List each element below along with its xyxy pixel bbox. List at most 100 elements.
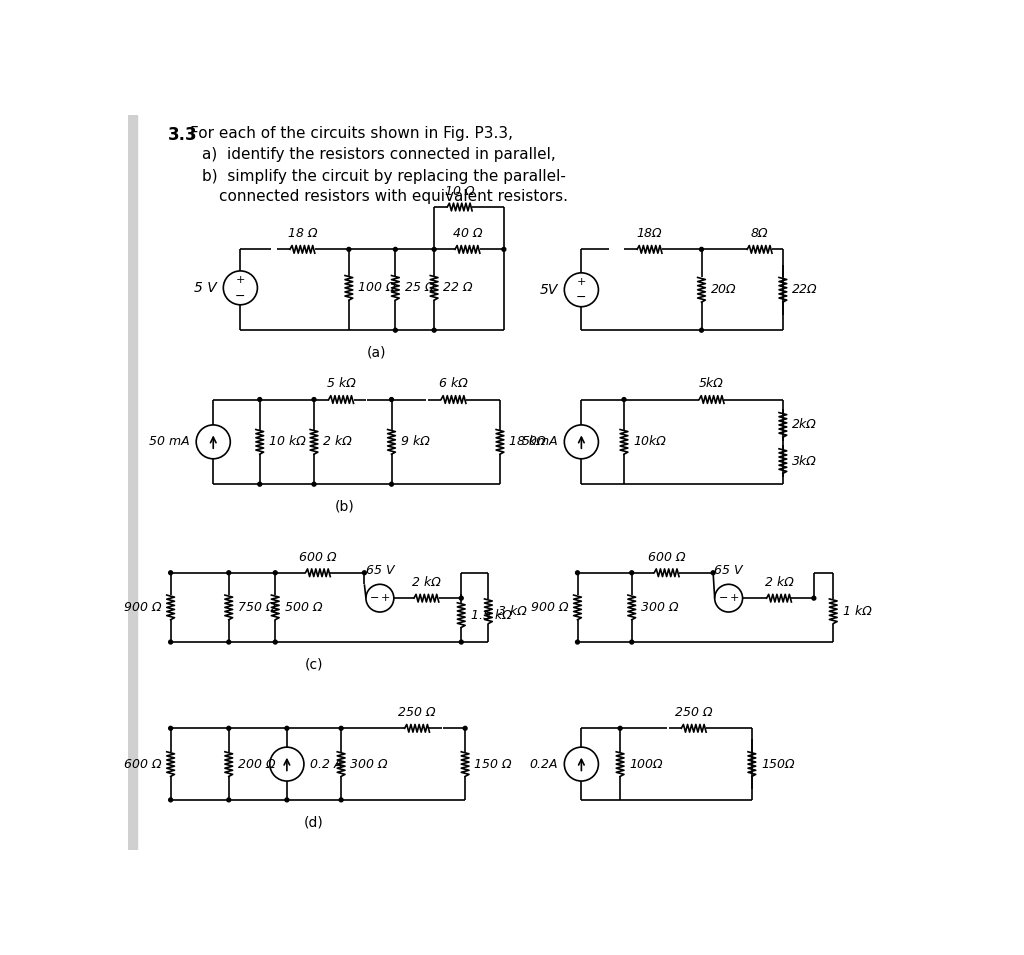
Text: 10 Ω: 10 Ω — [445, 184, 474, 198]
Text: 150Ω: 150Ω — [761, 757, 795, 771]
Bar — [128, 115, 137, 850]
Circle shape — [699, 329, 703, 332]
Circle shape — [432, 329, 436, 332]
Circle shape — [362, 571, 367, 575]
Text: 65 V: 65 V — [366, 563, 394, 577]
Text: 18Ω: 18Ω — [637, 227, 663, 240]
Circle shape — [812, 596, 816, 600]
Circle shape — [575, 640, 580, 644]
Text: 10kΩ: 10kΩ — [633, 435, 666, 448]
Circle shape — [169, 798, 173, 802]
Circle shape — [432, 247, 436, 251]
Text: 6 kΩ: 6 kΩ — [439, 377, 468, 391]
Circle shape — [393, 329, 397, 332]
Text: connected resistors with equivalent resistors.: connected resistors with equivalent resi… — [219, 189, 568, 204]
Text: 600 Ω: 600 Ω — [299, 550, 337, 563]
Text: 100 Ω: 100 Ω — [358, 282, 395, 294]
Circle shape — [699, 247, 703, 251]
Text: 0.2 A: 0.2 A — [310, 757, 343, 771]
Text: (d): (d) — [304, 816, 324, 829]
Text: b)  simplify the circuit by replacing the parallel-: b) simplify the circuit by replacing the… — [202, 168, 565, 183]
Text: 40 Ω: 40 Ω — [453, 227, 482, 240]
Text: −: − — [236, 289, 246, 303]
Circle shape — [630, 571, 634, 575]
Text: 5V: 5V — [540, 283, 558, 297]
Circle shape — [169, 571, 173, 575]
Text: 300 Ω: 300 Ω — [641, 601, 679, 614]
Text: 20Ω: 20Ω — [711, 284, 736, 296]
Circle shape — [226, 640, 230, 644]
Text: 900 Ω: 900 Ω — [530, 601, 568, 614]
Text: 2 kΩ: 2 kΩ — [765, 576, 794, 589]
Text: 3 kΩ: 3 kΩ — [498, 605, 526, 618]
Text: 22 Ω: 22 Ω — [443, 282, 473, 294]
FancyBboxPatch shape — [137, 118, 904, 827]
Circle shape — [312, 397, 316, 401]
Text: 150 Ω: 150 Ω — [474, 757, 512, 771]
Text: a)  identify the resistors connected in parallel,: a) identify the resistors connected in p… — [202, 147, 555, 162]
Circle shape — [575, 571, 580, 575]
Circle shape — [226, 727, 230, 731]
Circle shape — [630, 640, 634, 644]
Text: −: − — [577, 291, 587, 305]
Circle shape — [618, 727, 622, 731]
Text: 22Ω: 22Ω — [793, 284, 818, 296]
Circle shape — [258, 482, 262, 486]
Text: 18 kΩ: 18 kΩ — [509, 435, 546, 448]
Text: 8Ω: 8Ω — [751, 227, 768, 240]
Text: +: + — [577, 277, 586, 286]
Text: 100Ω: 100Ω — [630, 757, 663, 771]
Text: 1 kΩ: 1 kΩ — [843, 605, 871, 618]
Text: 2kΩ: 2kΩ — [793, 418, 817, 432]
Circle shape — [622, 397, 626, 401]
Circle shape — [273, 571, 278, 575]
Text: 1.5 kΩ: 1.5 kΩ — [471, 608, 511, 622]
Text: 5 V: 5 V — [195, 281, 217, 295]
Circle shape — [312, 482, 316, 486]
Text: 5 kΩ: 5 kΩ — [327, 377, 355, 391]
Circle shape — [339, 798, 343, 802]
Text: 2 kΩ: 2 kΩ — [412, 576, 440, 589]
Circle shape — [712, 571, 715, 575]
Circle shape — [169, 640, 173, 644]
Text: 3.3: 3.3 — [168, 126, 198, 144]
Text: 50mA: 50mA — [521, 435, 558, 448]
Text: 9 kΩ: 9 kΩ — [400, 435, 429, 448]
Text: 600 Ω: 600 Ω — [648, 550, 685, 563]
Circle shape — [273, 640, 278, 644]
Text: 50 mA: 50 mA — [150, 435, 190, 448]
Text: +: + — [729, 593, 738, 604]
Text: 65 V: 65 V — [715, 563, 742, 577]
Text: For each of the circuits shown in Fig. P3.3,: For each of the circuits shown in Fig. P… — [190, 126, 513, 141]
Text: 2 kΩ: 2 kΩ — [324, 435, 352, 448]
Text: (c): (c) — [305, 657, 324, 671]
Text: 900 Ω: 900 Ω — [124, 601, 162, 614]
Text: 3kΩ: 3kΩ — [793, 455, 817, 468]
Text: +: + — [381, 593, 390, 604]
Circle shape — [463, 727, 467, 731]
Text: −: − — [370, 593, 379, 604]
Circle shape — [258, 397, 262, 401]
Circle shape — [393, 247, 397, 251]
Circle shape — [460, 640, 463, 644]
Text: +: + — [236, 275, 245, 285]
Circle shape — [389, 397, 393, 401]
Circle shape — [339, 727, 343, 731]
Text: (a): (a) — [367, 346, 386, 360]
Circle shape — [226, 571, 230, 575]
Circle shape — [389, 482, 393, 486]
Text: 500 Ω: 500 Ω — [285, 601, 323, 614]
Text: 250 Ω: 250 Ω — [398, 706, 436, 719]
Circle shape — [226, 798, 230, 802]
Circle shape — [169, 727, 173, 731]
Text: (b): (b) — [335, 499, 355, 514]
Text: 10 kΩ: 10 kΩ — [269, 435, 306, 448]
Circle shape — [460, 596, 463, 600]
Circle shape — [347, 247, 351, 251]
Text: 0.2A: 0.2A — [529, 757, 558, 771]
Circle shape — [502, 247, 506, 251]
Text: 750 Ω: 750 Ω — [238, 601, 275, 614]
Text: 600 Ω: 600 Ω — [124, 757, 162, 771]
Text: 200 Ω: 200 Ω — [238, 757, 275, 771]
Text: 25 Ω: 25 Ω — [404, 282, 434, 294]
